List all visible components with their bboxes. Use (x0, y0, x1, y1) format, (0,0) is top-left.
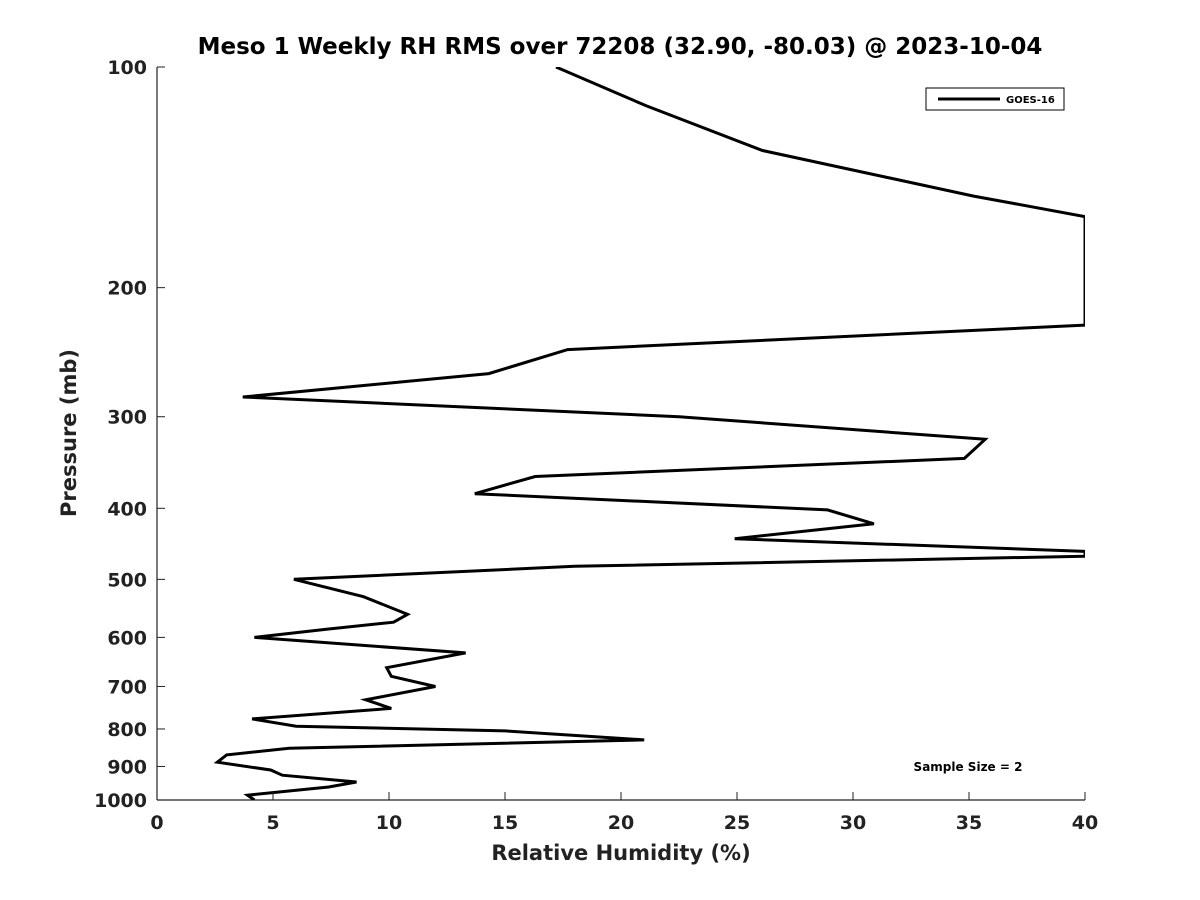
legend: GOES-16 (925, 87, 1065, 111)
y-tick-label: 600 (107, 627, 147, 649)
x-tick-label: 25 (724, 812, 750, 834)
y-axis: 100 200 300 400 500 600 700 800 900 1000 (94, 57, 165, 812)
y-tick-label: 1000 (94, 790, 147, 812)
y-tick-label: 900 (107, 756, 147, 778)
x-tick-label: 0 (150, 812, 163, 834)
y-tick-label: 500 (107, 569, 147, 591)
y-tick-label: 700 (107, 676, 147, 698)
x-axis-label: Relative Humidity (%) (491, 841, 750, 865)
x-axis: 0 5 10 15 20 25 30 35 40 (150, 792, 1098, 834)
x-tick-label: 40 (1072, 812, 1098, 834)
legend-label-goes-16: GOES-16 (1006, 95, 1055, 106)
y-tick-label: 200 (107, 278, 147, 300)
x-tick-label: 20 (608, 812, 634, 834)
chart-title: Meso 1 Weekly RH RMS over 72208 (32.90, … (198, 34, 1043, 60)
y-axis-label: Pressure (mb) (57, 349, 81, 517)
x-tick-label: 5 (266, 812, 279, 834)
sample-size-annotation: Sample Size = 2 (914, 760, 1023, 774)
x-tick-label: 30 (840, 812, 866, 834)
x-tick-label: 15 (492, 812, 518, 834)
x-tick-label: 35 (956, 812, 982, 834)
y-tick-label: 300 (107, 407, 147, 429)
x-tick-label: 10 (376, 812, 402, 834)
y-tick-label: 400 (107, 498, 147, 520)
y-tick-label: 800 (107, 719, 147, 741)
series-line-goes-16 (213, 67, 1085, 800)
y-tick-label: 100 (107, 57, 147, 79)
